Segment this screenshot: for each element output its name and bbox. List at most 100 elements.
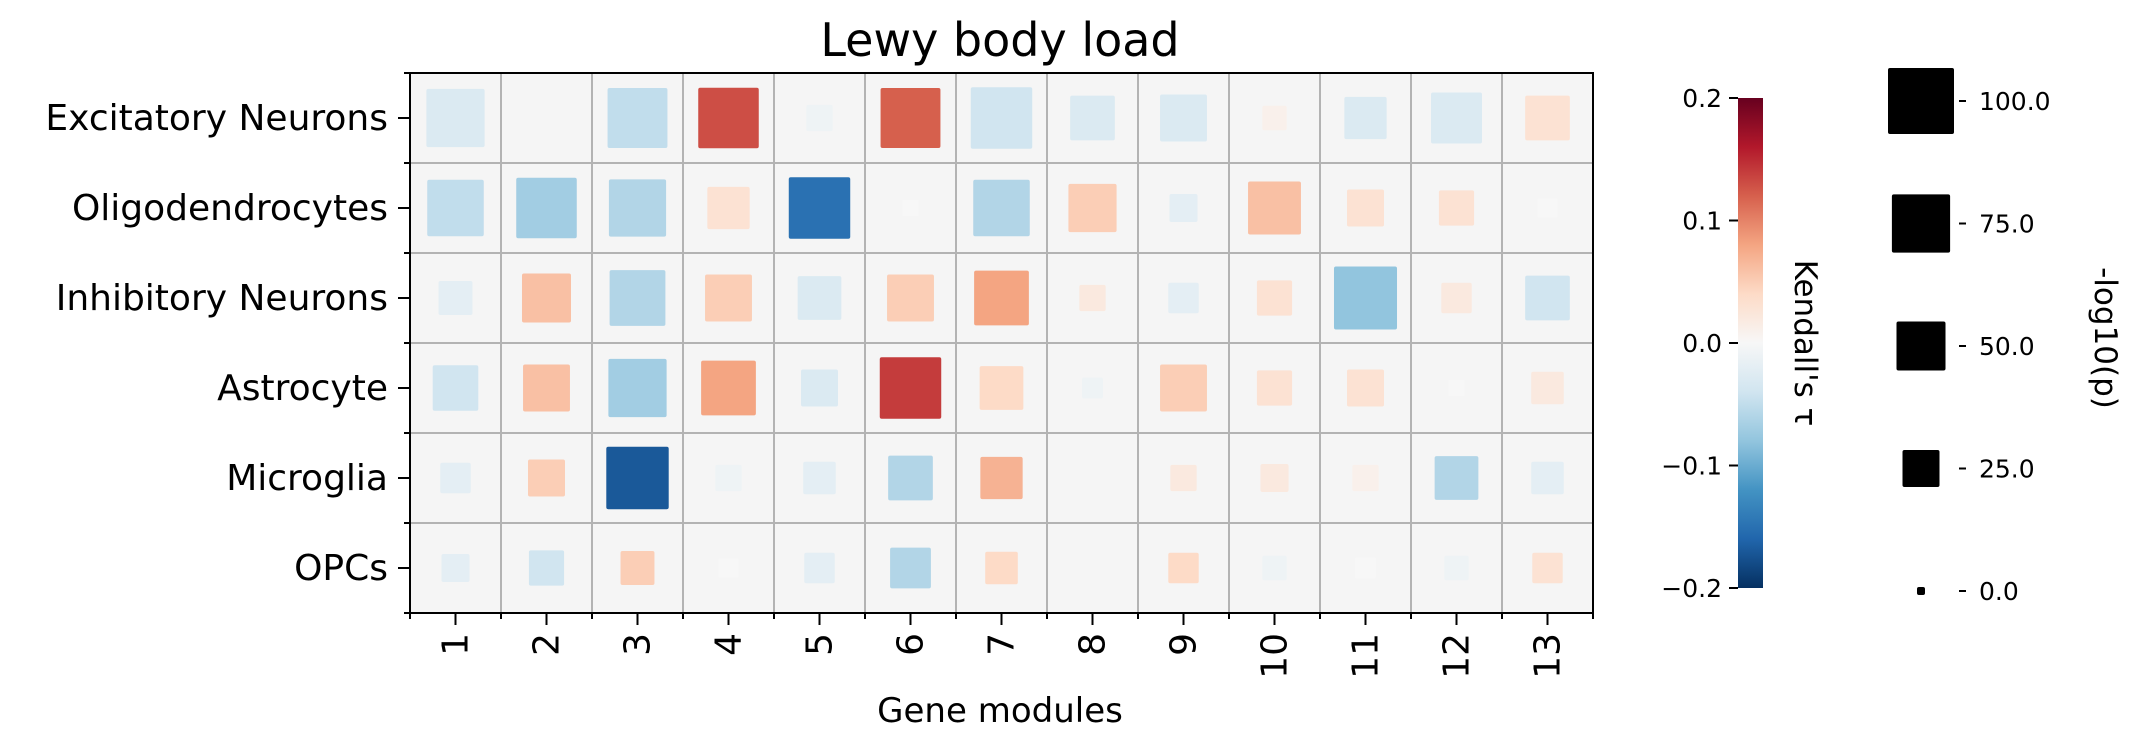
- x-tick-label: 5: [800, 633, 841, 656]
- heatmap-cell: [1525, 275, 1570, 321]
- heatmap-cell: [521, 273, 572, 323]
- heatmap-cell: [890, 547, 931, 589]
- heatmap-cell: [441, 553, 470, 583]
- size-legend-marker: [1888, 68, 1954, 134]
- heatmap-cell: [1160, 364, 1207, 412]
- size-legend-label: 75.0: [1979, 210, 2035, 239]
- y-tick-label: Excitatory Neurons: [45, 98, 388, 139]
- heatmap-cell: [607, 88, 668, 148]
- heatmap-cell: [1444, 555, 1469, 581]
- y-tick-label: Microglia: [226, 458, 388, 499]
- heatmap-cell: [1355, 557, 1376, 579]
- heatmap-cell: [1531, 461, 1564, 495]
- y-tick-label: Oligodendrocytes: [72, 188, 388, 229]
- heatmap-cell: [880, 88, 941, 148]
- heatmap-cell: [888, 455, 933, 501]
- size-legend-label: 25.0: [1979, 455, 2035, 484]
- heatmap-cell: [887, 274, 934, 322]
- y-tick-label: OPCs: [294, 548, 388, 589]
- x-tick-label: 6: [891, 633, 932, 656]
- heatmap-cell: [440, 462, 471, 494]
- heatmap-cell: [1448, 379, 1465, 397]
- heatmap-cell: [985, 551, 1018, 585]
- heatmap-cell: [705, 274, 752, 322]
- heatmap-cell: [902, 199, 919, 217]
- size-legend-marker: [1891, 194, 1951, 253]
- heatmap-cell: [1160, 94, 1207, 142]
- size-legend-label: 50.0: [1979, 332, 2035, 361]
- heatmap-cell: [797, 276, 842, 320]
- size-legend-label: 0.0: [1979, 577, 2019, 606]
- heatmap-cell: [701, 360, 756, 416]
- x-tick-label: 2: [527, 633, 568, 656]
- colorbar-gradient: [1738, 98, 1763, 588]
- heatmap-cell: [523, 364, 570, 412]
- colorbar-tick-label: −0.1: [1661, 452, 1722, 481]
- y-tick-label: Inhibitory Neurons: [56, 278, 388, 319]
- x-tick-label: 13: [1528, 633, 1569, 679]
- heatmap-cell: [1333, 266, 1398, 330]
- heatmap-cell: [973, 179, 1030, 237]
- heatmap-cell: [1068, 183, 1117, 233]
- heatmap-cell: [979, 366, 1024, 410]
- size-legend: 100.0 75.0 50.0 25.0 0.0 -log10(p): [1888, 68, 2123, 606]
- heatmap-cell: [1262, 105, 1287, 131]
- heatmap-cell: [715, 464, 742, 492]
- heatmap-cell: [1537, 198, 1558, 218]
- heatmap-cell: [803, 461, 836, 495]
- heatmap-cell: [1248, 181, 1301, 235]
- heatmap-cell: [1256, 370, 1293, 406]
- x-axis-label: Gene modules: [877, 691, 1123, 731]
- heatmap-cell: [1347, 189, 1384, 227]
- heatmap-cell: [609, 270, 666, 326]
- heatmap-cell: [1260, 463, 1289, 493]
- heatmap-cell: [1438, 190, 1475, 226]
- heatmap-cell: [1531, 371, 1564, 405]
- heatmap-cell: [1168, 282, 1199, 314]
- heatmap-cell: [1347, 369, 1384, 407]
- heatmap-cell: [1082, 377, 1103, 399]
- heatmap-cell: [1525, 95, 1570, 141]
- heatmap-cell: [426, 88, 485, 148]
- x-tick-label: 7: [982, 633, 1023, 656]
- size-legend-marker: [1902, 450, 1940, 487]
- heatmap-cell: [1344, 96, 1387, 140]
- chart-title: Lewy body load: [820, 13, 1179, 67]
- x-tick-label: 10: [1255, 633, 1296, 679]
- heatmap-cell: [698, 87, 759, 149]
- heatmap-cell: [1079, 284, 1106, 312]
- heatmap-cell: [608, 179, 667, 237]
- heatmap-cell: [427, 179, 484, 237]
- heatmap-cell: [1532, 552, 1563, 584]
- heatmap-cell: [980, 456, 1023, 500]
- x-tick-label: 8: [1073, 633, 1114, 656]
- heatmap-cell: [1070, 95, 1115, 141]
- colorbar-tick-label: 0.0: [1682, 329, 1722, 358]
- heatmap-cell: [608, 358, 667, 418]
- colorbar: 0.2 0.1 0.0 −0.1 −0.2 Kendall's τ: [1661, 84, 1823, 603]
- heatmap-cell: [620, 551, 655, 585]
- size-legend-marker: [1917, 587, 1925, 595]
- heatmap-cell: [1430, 92, 1483, 144]
- colorbar-tick-label: 0.2: [1682, 84, 1722, 113]
- heatmap-cell: [974, 270, 1029, 326]
- heatmap-cell: [438, 281, 473, 315]
- x-tick-label: 12: [1437, 633, 1478, 679]
- heatmap-cell: [606, 446, 669, 510]
- heatmap-cell: [1256, 280, 1293, 316]
- x-tick-label: 1: [436, 633, 477, 656]
- heatmap-cell: [516, 177, 577, 239]
- heatmap-cell: [788, 177, 851, 239]
- size-legend-title: -log10(p): [2087, 267, 2123, 409]
- heatmap-cell: [528, 550, 565, 586]
- x-tick-label: 9: [1164, 633, 1205, 656]
- colorbar-tick-label: 0.1: [1682, 207, 1722, 236]
- heatmap-cell: [801, 369, 838, 407]
- plot-area: Excitatory Neurons Oligodendrocytes Inhibi…: [45, 72, 1594, 679]
- heatmap-cell: [1434, 456, 1479, 500]
- colorbar-label: Kendall's τ: [1787, 260, 1823, 427]
- x-tick-label: 4: [709, 633, 750, 656]
- heatmap-cell: [1262, 555, 1287, 581]
- heatmap-cell: [879, 357, 942, 419]
